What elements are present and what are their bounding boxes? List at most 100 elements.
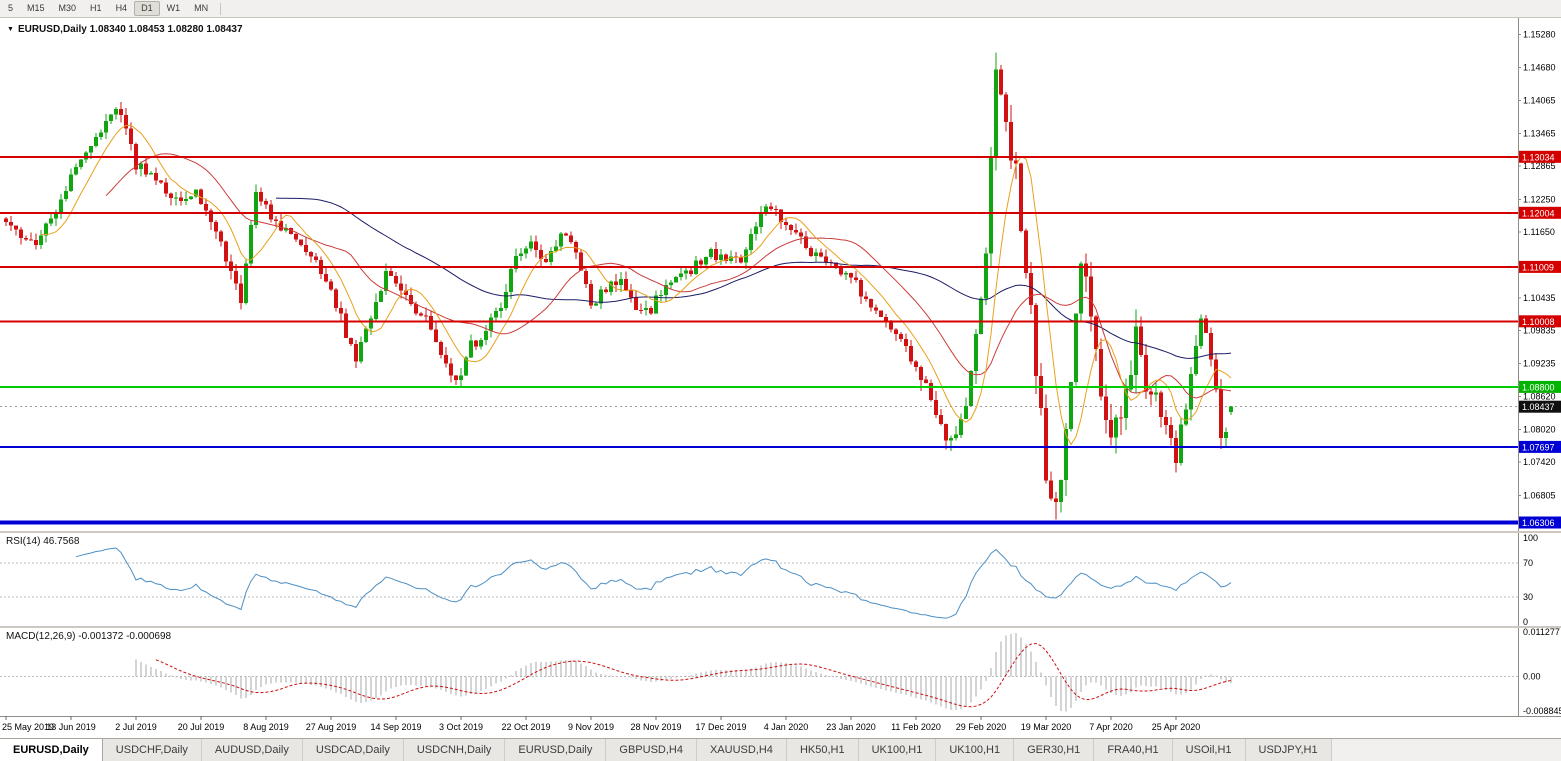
svg-text:1.06805: 1.06805: [1523, 490, 1556, 500]
svg-text:8 Aug 2019: 8 Aug 2019: [243, 722, 289, 732]
macd-indicator-label: MACD(12,26,9) -0.001372 -0.000698: [6, 631, 172, 642]
svg-text:1.11009: 1.11009: [1522, 262, 1554, 272]
svg-text:27 Aug 2019: 27 Aug 2019: [306, 722, 357, 732]
svg-text:1.07697: 1.07697: [1522, 442, 1555, 452]
svg-text:0.00: 0.00: [1523, 672, 1541, 682]
svg-text:2 Jul 2019: 2 Jul 2019: [115, 722, 157, 732]
svg-text:0.011277: 0.011277: [1523, 627, 1560, 637]
svg-text:20 Jul 2019: 20 Jul 2019: [178, 722, 225, 732]
rsi-indicator-label: RSI(14) 46.7568: [6, 536, 80, 547]
chart-canvas[interactable]: 1.15280 1.14680 1.14065 1.13465 1.12865 1.122…: [0, 18, 1561, 738]
chart-title: ▼ EURUSD,Daily 1.08340 1.08453 1.08280 1.…: [7, 24, 243, 35]
svg-text:9 Nov 2019: 9 Nov 2019: [568, 722, 614, 732]
svg-text:1.08800: 1.08800: [1522, 382, 1555, 392]
macd-histogram: [135, 633, 1232, 712]
timeframe-button-m30[interactable]: M30: [58, 3, 77, 13]
svg-text:1.11650: 1.11650: [1523, 227, 1555, 237]
svg-text:1.10435: 1.10435: [1523, 293, 1556, 303]
svg-text:22 Oct 2019: 22 Oct 2019: [501, 722, 550, 732]
chart-tab-2-audusd-daily[interactable]: AUDUSD,Daily: [201, 739, 303, 761]
svg-text:100: 100: [1523, 533, 1538, 543]
svg-text:0: 0: [1523, 617, 1528, 627]
svg-text:13 Jun 2019: 13 Jun 2019: [46, 722, 96, 732]
chart-tab-9-uk100-h1[interactable]: UK100,H1: [858, 739, 937, 761]
svg-text:1.06306: 1.06306: [1522, 518, 1555, 528]
timeframe-button-d1[interactable]: D1: [134, 1, 160, 16]
svg-text:7 Apr 2020: 7 Apr 2020: [1089, 722, 1133, 732]
chart-tab-5-eurusd-daily[interactable]: EURUSD,Daily: [505, 739, 607, 761]
price-tag-1.07697: [1519, 440, 1561, 453]
ma-fast-line: [40, 124, 1232, 446]
chart-tab-4-usdcnh-daily[interactable]: USDCNH,Daily: [403, 739, 506, 761]
svg-text:1.12250: 1.12250: [1523, 194, 1556, 204]
svg-text:-0.008845: -0.008845: [1523, 706, 1561, 716]
timeframe-button-h1[interactable]: H1: [90, 3, 102, 13]
svg-text:1.09235: 1.09235: [1523, 358, 1556, 368]
svg-text:3 Oct 2019: 3 Oct 2019: [439, 722, 483, 732]
svg-text:25 May 2019: 25 May 2019: [2, 722, 54, 732]
svg-text:1.09835: 1.09835: [1523, 326, 1556, 336]
price-tag-1.12004: [1519, 206, 1561, 219]
svg-text:1.14065: 1.14065: [1523, 96, 1556, 106]
chart-tab-1-usdchf-daily[interactable]: USDCHF,Daily: [102, 739, 202, 761]
svg-text:28 Nov 2019: 28 Nov 2019: [630, 722, 681, 732]
chart-tab-10-uk100-h1[interactable]: UK100,H1: [936, 739, 1015, 761]
chart-tab-6-gbpusd-h4[interactable]: GBPUSD,H4: [606, 739, 697, 761]
price-tag-1.11009: [1519, 260, 1561, 273]
svg-text:11 Feb 2020: 11 Feb 2020: [891, 722, 941, 732]
rsi-line: [75, 547, 1232, 619]
svg-text:30: 30: [1523, 592, 1533, 602]
svg-text:1.08437: 1.08437: [1522, 402, 1555, 412]
chart-tab-12-fra40-h1[interactable]: FRA40,H1: [1094, 739, 1173, 761]
price-axis: 1.15280 1.14680 1.14065 1.13465 1.12865 1.122…: [1518, 30, 1556, 500]
timeframe-button-w1[interactable]: W1: [166, 3, 181, 13]
svg-text:70: 70: [1523, 558, 1533, 568]
svg-text:29 Feb 2020: 29 Feb 2020: [956, 722, 1007, 732]
chart-tab-14-usdjpy-h1[interactable]: USDJPY,H1: [1245, 739, 1332, 761]
chart-tab-0-eurusd-daily[interactable]: EURUSD,Daily: [0, 739, 103, 761]
svg-text:1.15280: 1.15280: [1523, 30, 1556, 40]
svg-text:4 Jan 2020: 4 Jan 2020: [764, 722, 809, 732]
svg-text:1.12004: 1.12004: [1522, 208, 1555, 218]
chart-symbol-ohlc: EURUSD,Daily 1.08340 1.08453 1.08280 1.0…: [17, 24, 243, 35]
chart-tab-3-usdcad-daily[interactable]: USDCAD,Daily: [302, 739, 404, 761]
timeframe-button-5[interactable]: 5: [8, 3, 14, 13]
macd-signal-line: [155, 642, 1232, 708]
svg-text:1.13034: 1.13034: [1522, 152, 1555, 162]
price-tag-1.10008: [1519, 315, 1561, 328]
svg-text:1.13465: 1.13465: [1523, 128, 1556, 138]
svg-text:14 Sep 2019: 14 Sep 2019: [370, 722, 421, 732]
candles-layer: [4, 52, 1233, 520]
svg-text:23 Jan 2020: 23 Jan 2020: [826, 722, 876, 732]
chart-tab-8-hk50-h1[interactable]: HK50,H1: [786, 739, 859, 761]
ma-mid-line: [105, 153, 1232, 399]
svg-text:1.08620: 1.08620: [1523, 392, 1556, 402]
svg-text:1.07420: 1.07420: [1523, 457, 1556, 467]
price-tag-1.13034: [1519, 150, 1561, 163]
svg-text:25 Apr 2020: 25 Apr 2020: [1152, 722, 1201, 732]
timeframe-button-h4[interactable]: H4: [115, 3, 128, 13]
price-tag-1.06306: [1519, 516, 1561, 529]
svg-text:1.14680: 1.14680: [1523, 62, 1556, 72]
pane-divider[interactable]: [0, 531, 1561, 533]
chart-collapse-triangle-icon[interactable]: ▼: [7, 26, 14, 33]
chart-window: 1.15280 1.14680 1.14065 1.13465 1.12865 1.122…: [0, 18, 1561, 738]
timeframe-button-m15[interactable]: M15: [27, 3, 45, 13]
price-tag-1.08437: [1519, 400, 1561, 413]
chart-tab-7-xauusd-h4[interactable]: XAUUSD,H4: [696, 739, 787, 761]
svg-text:19 Mar 2020: 19 Mar 2020: [1021, 722, 1072, 732]
price-tag-1.08800: [1519, 380, 1561, 393]
svg-text:1.10008: 1.10008: [1522, 317, 1555, 327]
timeframe-button-mn[interactable]: MN: [194, 3, 209, 13]
chart-tab-11-ger30-h1[interactable]: GER30,H1: [1014, 739, 1095, 761]
toolbar-separator: [220, 2, 222, 15]
timeframe-list: 5 M15 M30 H1 H4 D1 W1 MN: [1, 0, 226, 17]
svg-text:17 Dec 2019: 17 Dec 2019: [695, 722, 746, 732]
chart-tab-13-usoil-h1[interactable]: USOil,H1: [1172, 739, 1246, 761]
pane-divider[interactable]: [0, 626, 1561, 628]
chart-tab-bar: EURUSD,Daily USDCHF,Daily AUDUSD,Daily USDC…: [0, 738, 1561, 761]
svg-text:1.08020: 1.08020: [1523, 424, 1556, 434]
timeframe-toolbar: 5 M15 M30 H1 H4 D1 W1 MN: [0, 0, 1561, 18]
svg-text:1.12865: 1.12865: [1523, 161, 1556, 171]
